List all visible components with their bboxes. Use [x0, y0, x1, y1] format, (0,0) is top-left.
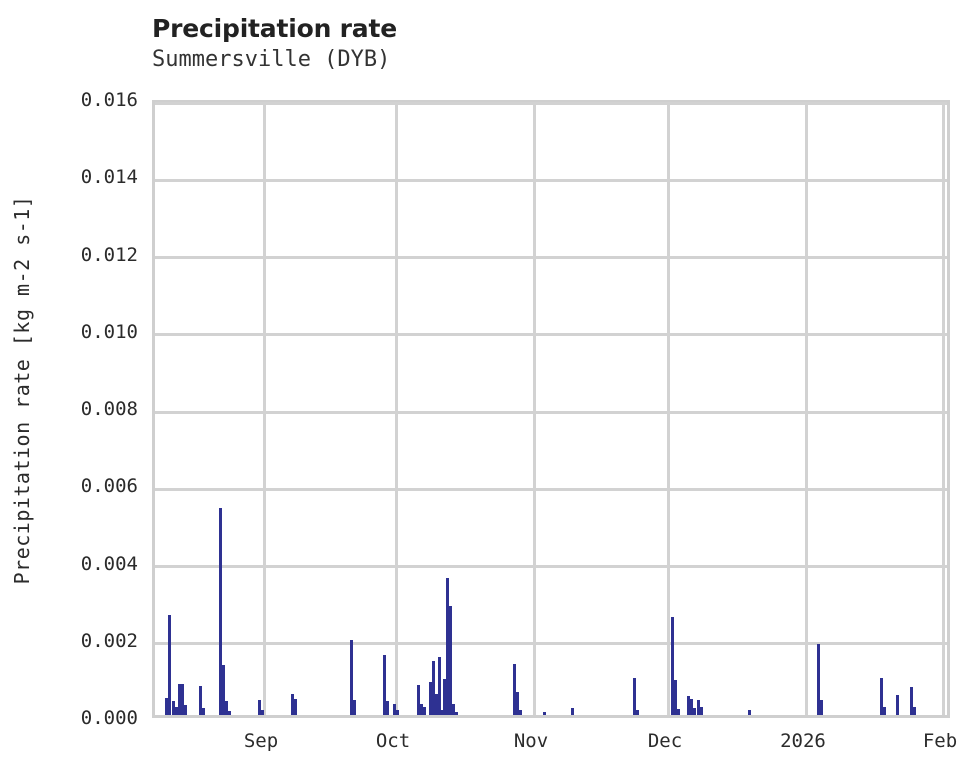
y-tick-label: 0.006	[80, 475, 138, 498]
gridline-vertical	[804, 103, 808, 715]
bar	[883, 707, 886, 715]
bar	[674, 680, 677, 715]
bar	[571, 708, 574, 715]
bar	[181, 684, 184, 715]
bar	[258, 699, 261, 715]
bar	[228, 711, 231, 715]
bar	[178, 684, 181, 715]
bar	[910, 687, 913, 715]
bar	[432, 660, 435, 715]
gridline-vertical	[941, 103, 945, 715]
y-tick-label: 0.010	[80, 320, 138, 343]
bar	[748, 710, 751, 715]
bar	[880, 678, 883, 715]
bar	[449, 606, 452, 715]
page-title: Precipitation rate	[152, 14, 397, 43]
x-tick-label: Nov	[513, 730, 549, 752]
bar	[452, 704, 455, 715]
bar	[896, 694, 899, 715]
bar	[168, 614, 171, 715]
bar	[700, 706, 703, 715]
gridline-vertical	[262, 103, 266, 715]
bar	[386, 701, 389, 715]
bar	[817, 643, 820, 715]
bar	[353, 699, 356, 715]
bar	[222, 664, 225, 715]
gridline-horizontal	[155, 410, 947, 414]
bar	[671, 616, 674, 715]
gridline-horizontal	[155, 101, 947, 105]
bar	[633, 678, 636, 715]
bar	[423, 707, 426, 715]
gridlines	[155, 101, 947, 715]
bar	[516, 691, 519, 715]
bar	[291, 693, 294, 715]
bar	[687, 695, 690, 715]
bar	[913, 706, 916, 715]
bar	[199, 686, 202, 715]
bar	[165, 697, 168, 715]
gridline-horizontal	[155, 487, 947, 491]
x-tick-label: Oct	[375, 730, 411, 752]
y-axis-label: Precipitation rate [kg m-2 s-1]	[10, 195, 34, 585]
x-tick-label: Dec	[647, 730, 683, 752]
bar	[429, 682, 432, 715]
bar	[417, 684, 420, 715]
bar	[693, 708, 696, 715]
gridline-vertical	[666, 103, 670, 715]
bar	[225, 701, 228, 715]
bar	[543, 711, 546, 715]
bar	[440, 710, 443, 715]
y-tick-label: 0.004	[80, 552, 138, 575]
bar	[420, 704, 423, 715]
bar	[636, 710, 639, 715]
bar	[184, 705, 187, 715]
bar	[435, 693, 438, 715]
bar-series	[155, 103, 947, 715]
bar	[443, 679, 446, 715]
bar	[690, 698, 693, 715]
y-tick-label: 0.008	[80, 398, 138, 420]
bar	[175, 707, 178, 715]
bar	[219, 508, 222, 715]
y-tick-label: 0.016	[80, 89, 138, 111]
gridline-horizontal	[155, 565, 947, 568]
bar	[455, 711, 458, 715]
bar	[513, 664, 516, 715]
bar	[446, 577, 449, 715]
x-tick-label: Feb	[922, 730, 958, 752]
bar	[261, 710, 264, 715]
x-tick-label: Sep	[243, 730, 279, 752]
y-tick-label: 0.014	[80, 166, 138, 189]
bar	[438, 657, 441, 715]
bar	[820, 699, 823, 715]
bar	[393, 704, 396, 715]
bar	[519, 710, 522, 715]
gridline-vertical	[532, 103, 536, 715]
bar	[202, 708, 205, 715]
bar	[697, 700, 700, 715]
bar	[350, 639, 353, 715]
plot-area	[152, 100, 950, 718]
title-block: Precipitation rate Summersville (DYB)	[152, 14, 852, 74]
gridline-horizontal	[155, 256, 947, 259]
gridline-horizontal	[155, 178, 947, 182]
y-tick-label: 0.012	[80, 243, 138, 266]
x-tick-label: 2026	[780, 730, 826, 752]
bar	[294, 698, 297, 715]
gridline-horizontal	[155, 333, 947, 337]
bar	[677, 709, 680, 715]
y-tick-label: 0.002	[80, 629, 138, 652]
chart-subtitle: Summersville (DYB)	[152, 47, 391, 72]
gridline-vertical	[394, 103, 398, 715]
bar	[396, 710, 399, 715]
bar	[172, 701, 175, 715]
bar	[383, 655, 386, 715]
y-tick-label: 0.000	[80, 707, 138, 729]
gridline-horizontal	[155, 642, 947, 646]
